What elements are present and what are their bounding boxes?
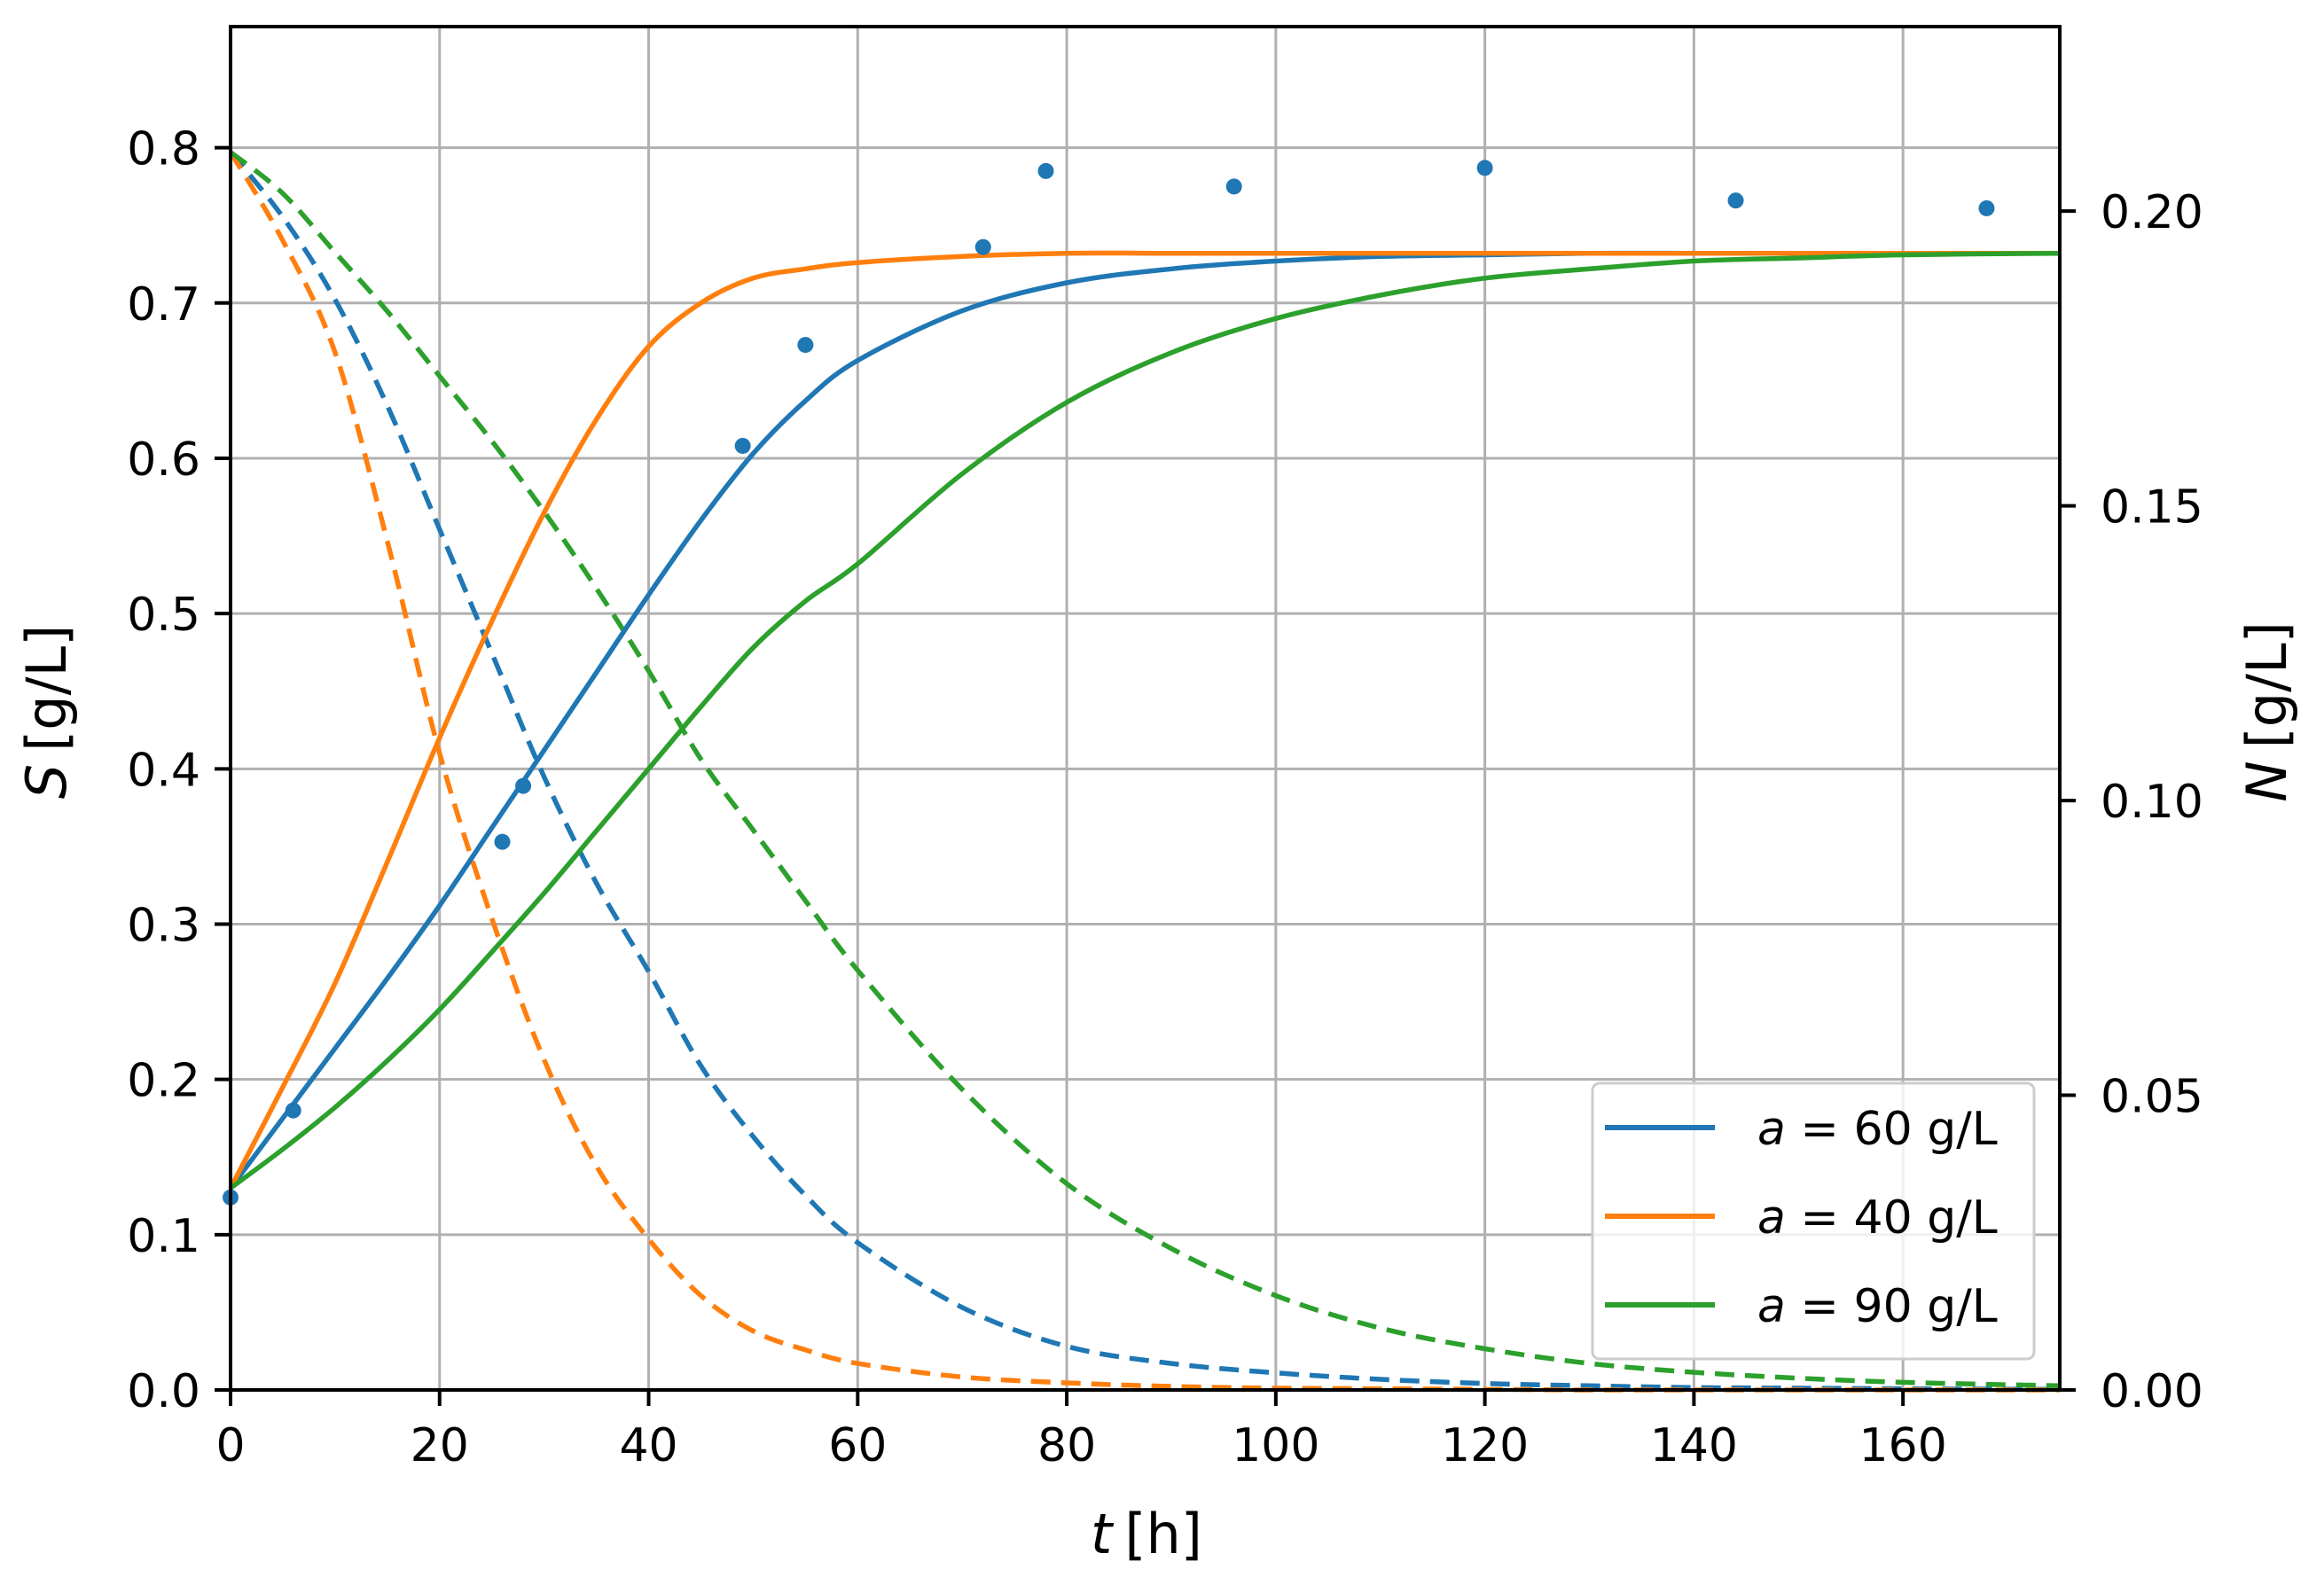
right-y-axis-label: N[g/L] [2234,621,2299,802]
n-curve-a90 [229,150,2061,1389]
legend: a = 60 g/L a = 40 g/L a = 90 g/L [1591,1081,2036,1361]
x-tick-label: 160 [1859,1419,1947,1472]
right-y-tick-label: 0.15 [2101,481,2203,535]
legend-label: a = 40 g/L [1757,1191,1998,1245]
left-y-axis-ticks: 0.0 0.1 0.2 0.3 0.4 0.5 0.6 0.7 0.8 [127,123,231,1418]
x-tick-label: 40 [619,1419,677,1472]
data-point [285,1102,301,1119]
left-y-tick-label: 0.1 [127,1210,200,1263]
data-point [494,833,511,850]
s-curve-a90 [229,250,2061,1191]
left-y-tick-label: 0.6 [127,433,200,487]
data-point [515,777,532,794]
left-y-tick-label: 0.3 [127,899,200,952]
legend-label: a = 60 g/L [1757,1103,1998,1156]
right-y-tick-label: 0.10 [2101,776,2203,829]
data-point [1476,160,1493,176]
left-y-tick-label: 0.5 [127,589,200,642]
data-point [1225,178,1242,195]
left-y-tick-label: 0.8 [127,123,200,176]
x-axis-label: t [h] [1091,1502,1202,1566]
legend-item-a60: a = 60 g/L [1605,1103,1998,1156]
data-point [734,437,751,454]
legend-label: a = 90 g/L [1757,1280,1998,1333]
s-solid-curves [228,250,2061,1191]
right-y-tick-label: 0.20 [2101,186,2203,239]
left-y-tick-label: 0.7 [127,278,200,332]
s-curve-a40 [228,250,2060,1190]
left-y-tick-label: 0.2 [127,1055,200,1108]
x-tick-label: 140 [1650,1419,1738,1472]
x-tick-label: 80 [1037,1419,1096,1472]
axes-spines [229,25,2062,1392]
data-point [797,337,814,354]
x-tick-label: 120 [1441,1419,1529,1472]
x-tick-label: 60 [828,1419,887,1472]
left-y-axis-label: S[g/L] [14,625,79,800]
right-y-tick-label: 0.00 [2101,1365,2203,1418]
right-y-axis-ticks: 0.00 0.05 0.10 0.15 0.20 [2060,186,2203,1418]
legend-box [1591,1081,2036,1361]
x-tick-label: 0 [215,1419,245,1472]
plot-frame [229,25,2062,1392]
data-point [974,238,991,255]
n-curve-a60 [228,150,2061,1393]
x-tick-label: 100 [1232,1419,1319,1472]
data-point [1727,192,1744,209]
legend-item-a40: a = 40 g/L [1605,1191,1998,1245]
left-y-tick-label: 0.4 [127,744,200,797]
data-point [1978,199,1995,216]
x-tick-label: 20 [411,1419,469,1472]
data-point [1037,162,1054,179]
right-y-tick-label: 0.05 [2101,1071,2203,1124]
left-y-tick-label: 0.0 [127,1365,200,1418]
x-axis-ticks: 0 20 40 60 80 100 120 140 160 [215,1390,1947,1472]
scatter-points [223,160,1995,1206]
legend-item-a90: a = 90 g/L [1605,1280,1998,1333]
